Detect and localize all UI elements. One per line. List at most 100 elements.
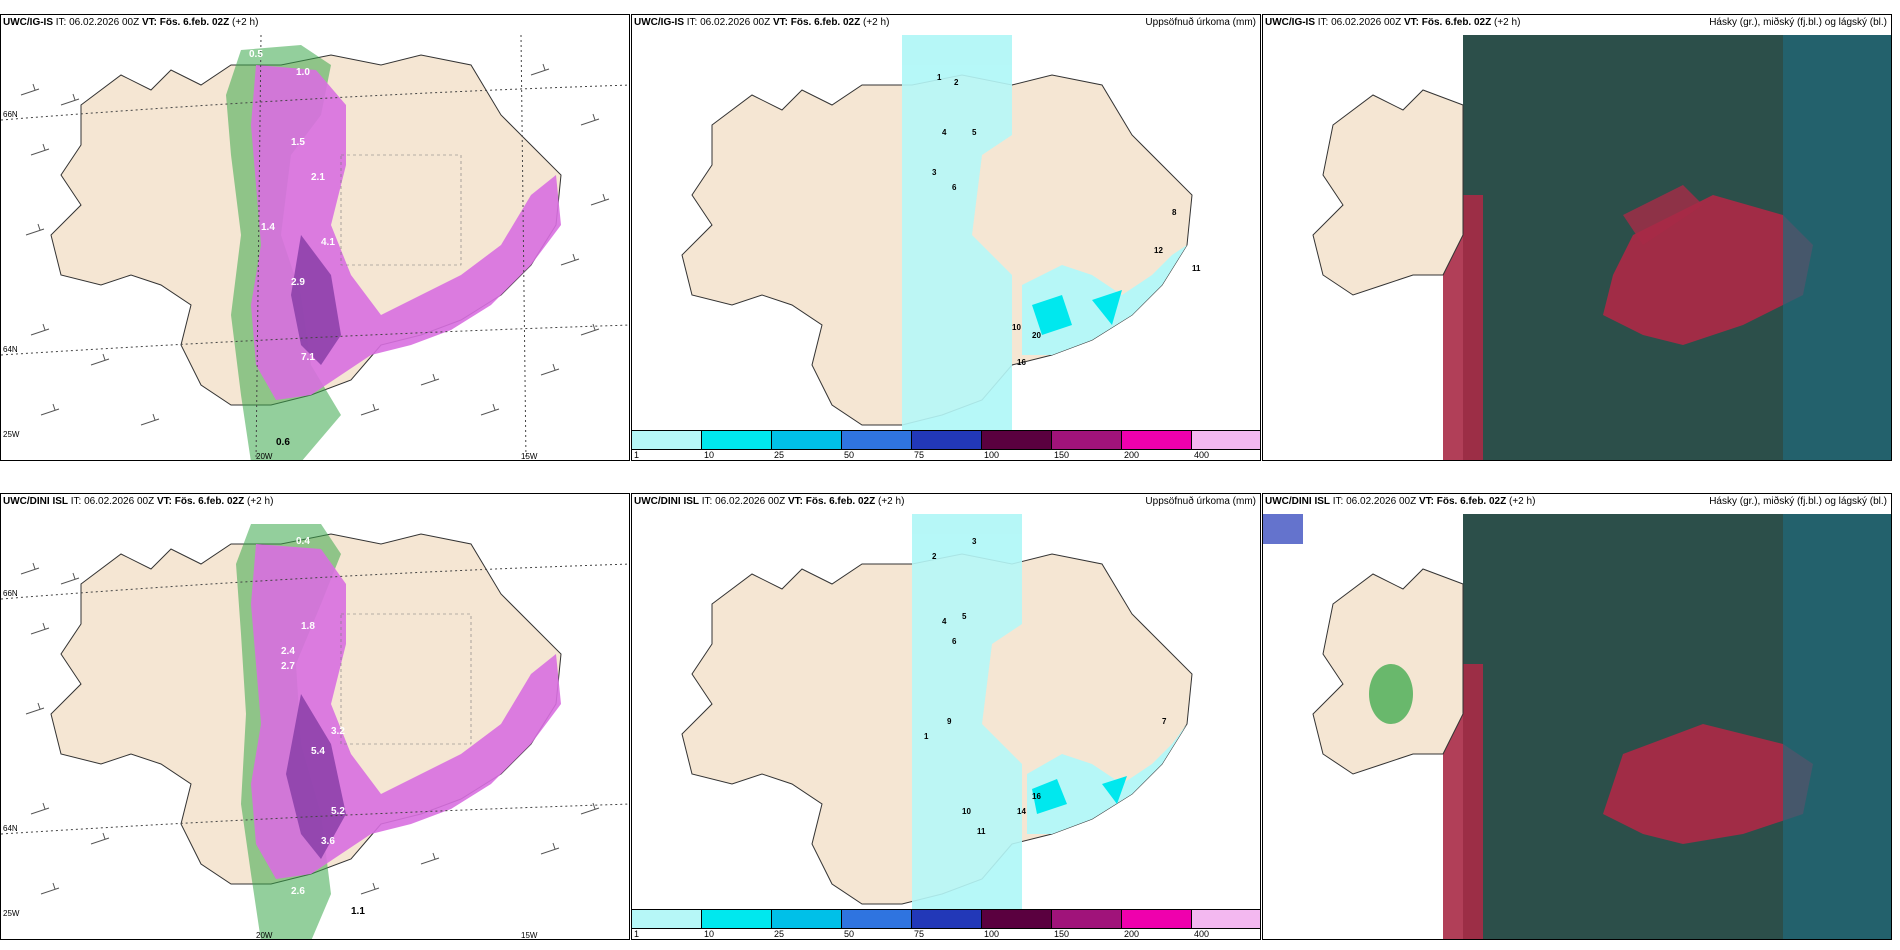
legend-swatch	[772, 431, 842, 449]
svg-text:11: 11	[1192, 264, 1201, 273]
svg-text:2.4: 2.4	[281, 646, 295, 657]
panel-bottom-left: UWC/DINI ISL IT: 06.02.2026 00Z VT: Fös.…	[0, 493, 630, 940]
legend-label: 400	[1194, 929, 1210, 939]
svg-text:2.6: 2.6	[291, 886, 305, 897]
legend-label: 10	[704, 450, 715, 460]
panel-header: UWC/DINI ISL IT: 06.02.2026 00Z VT: Fös.…	[634, 496, 905, 507]
lat-label-64n: 64N	[3, 824, 18, 833]
svg-text:3: 3	[972, 537, 977, 546]
lat-label-64n: 64N	[3, 345, 18, 354]
legend-swatch	[632, 910, 702, 928]
legend-swatch	[632, 431, 702, 449]
field-title: Uppsöfnuð úrkoma (mm)	[1145, 17, 1256, 28]
lon-label-25w: 25W	[3, 430, 20, 439]
legend-label: 50	[844, 929, 855, 939]
precip-legend: 1 10 25 50 75 100 150 200 400	[632, 909, 1260, 939]
legend-label: 25	[774, 929, 785, 939]
legend-label: 25	[774, 450, 785, 460]
legend-label: 200	[1124, 450, 1140, 460]
lon-label-20w: 20W	[256, 452, 273, 461]
svg-text:6: 6	[952, 183, 957, 192]
panel-top-right: UWC/IG-IS IT: 06.02.2026 00Z VT: Fös. 6.…	[1262, 14, 1892, 461]
panel-header: UWC/IG-IS IT: 06.02.2026 00Z VT: Fös. 6.…	[634, 17, 890, 28]
panel-top-left: UWC/IG-IS IT: 06.02.2026 00Z VT: Fös. 6.…	[0, 14, 630, 461]
value-label: 2.1	[311, 172, 325, 183]
legend-swatch	[702, 910, 772, 928]
panel-bottom-middle: UWC/DINI ISL IT: 06.02.2026 00Z VT: Fös.…	[631, 493, 1261, 940]
map-cloud-bottom	[1263, 514, 1891, 939]
map-precip-bottom: 1 2 3 4 5 6 7 9 10 11 14 16	[632, 514, 1260, 911]
legend-swatch	[912, 431, 982, 449]
svg-text:2: 2	[954, 78, 959, 87]
svg-text:1: 1	[937, 73, 942, 82]
legend-label: 1	[634, 929, 640, 939]
value-label: 1.4	[261, 222, 275, 233]
svg-text:10: 10	[962, 807, 971, 816]
panel-top-middle: UWC/IG-IS IT: 06.02.2026 00Z VT: Fös. 6.…	[631, 14, 1261, 461]
map-wind-snow-bottom: 0.4 1.8 2.4 2.7 3.2 5.4 5.2 3.6 2.6 1.1	[1, 514, 629, 939]
map-cloud-top	[1263, 35, 1891, 460]
svg-text:11: 11	[977, 827, 986, 836]
svg-text:1.1: 1.1	[351, 906, 365, 917]
legend-swatch	[1122, 431, 1192, 449]
value-label: 4.1	[321, 237, 335, 248]
svg-text:12: 12	[1154, 246, 1163, 255]
legend-swatch	[912, 910, 982, 928]
legend-swatch	[982, 910, 1052, 928]
legend-label: 100	[984, 450, 1000, 460]
lon-label-25w: 25W	[3, 909, 20, 918]
svg-text:3.6: 3.6	[321, 836, 335, 847]
svg-text:5.2: 5.2	[331, 806, 345, 817]
legend-swatch	[1192, 910, 1260, 928]
legend-swatch	[702, 431, 772, 449]
svg-text:20: 20	[1032, 331, 1041, 340]
legend-label: 75	[914, 450, 925, 460]
legend-swatch	[1192, 431, 1260, 449]
svg-text:4: 4	[942, 617, 947, 626]
panel-header: UWC/IG-IS IT: 06.02.2026 00Z VT: Fös. 6.…	[1265, 17, 1521, 28]
svg-text:14: 14	[1017, 807, 1026, 816]
svg-text:5: 5	[972, 128, 977, 137]
svg-text:6: 6	[952, 637, 957, 646]
svg-text:3: 3	[932, 168, 937, 177]
legend-label: 1	[634, 450, 640, 460]
legend-label: 400	[1194, 450, 1210, 460]
precip-legend: 1 10 25 50 75 100 150 200 400	[632, 430, 1260, 460]
value-label: 0.5	[249, 49, 263, 60]
legend-label: 10	[704, 929, 715, 939]
value-label: 1.5	[291, 137, 305, 148]
legend-swatch	[842, 431, 912, 449]
svg-text:1: 1	[924, 732, 929, 741]
legend-label: 100	[984, 929, 1000, 939]
svg-text:2: 2	[932, 552, 937, 561]
legend-label: 150	[1054, 929, 1070, 939]
svg-text:0.4: 0.4	[296, 536, 310, 547]
value-label: 13.6	[421, 347, 441, 358]
svg-text:10: 10	[1012, 323, 1021, 332]
legend-swatch	[982, 431, 1052, 449]
legend-swatch	[842, 910, 912, 928]
legend-label: 200	[1124, 929, 1140, 939]
svg-text:7: 7	[1162, 717, 1167, 726]
panel-header: UWC/IG-IS IT: 06.02.2026 00Z VT: Fös. 6.…	[3, 17, 259, 28]
field-title: Uppsöfnuð úrkoma (mm)	[1145, 496, 1256, 507]
lon-label-15w: 15W	[521, 931, 538, 940]
svg-text:5: 5	[962, 612, 967, 621]
map-precip-top: 1 2 3 4 5 6 8 10 11 12 16 20	[632, 35, 1260, 432]
legend-label: 50	[844, 450, 855, 460]
panel-header: UWC/DINI ISL IT: 06.02.2026 00Z VT: Fös.…	[3, 496, 274, 507]
panel-bottom-right: UWC/DINI ISL IT: 06.02.2026 00Z VT: Fös.…	[1262, 493, 1892, 940]
svg-text:4: 4	[942, 128, 947, 137]
field-title: Hásky (gr.), miðský (fj.bl.) og lágský (…	[1709, 17, 1887, 28]
svg-text:9: 9	[947, 717, 952, 726]
svg-text:1.8: 1.8	[301, 621, 315, 632]
legend-swatch	[1052, 431, 1122, 449]
svg-text:5.4: 5.4	[311, 746, 325, 757]
svg-text:2.7: 2.7	[281, 661, 295, 672]
legend-label: 150	[1054, 450, 1070, 460]
lon-label-20w: 20W	[256, 931, 273, 940]
legend-swatch	[772, 910, 842, 928]
lat-label-66n: 66N	[3, 589, 18, 598]
legend-swatch	[1122, 910, 1192, 928]
lat-label-66n: 66N	[3, 110, 18, 119]
